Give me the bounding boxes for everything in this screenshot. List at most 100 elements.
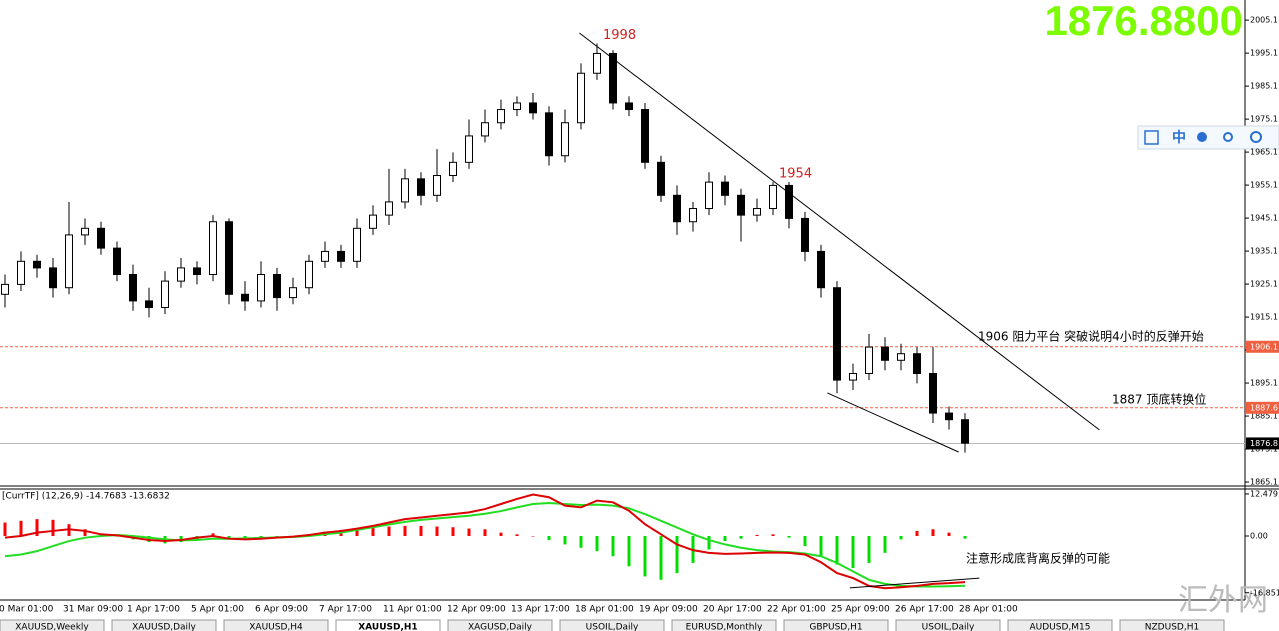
y-tick-label: 1995.1 [1250,49,1278,58]
watermark: 汇外网 [1178,583,1268,618]
tab-label[interactable]: XAUUSD,H1 [358,623,417,631]
tab-bar: XAUUSD,Weekly XAUUSD,Daily XAUUSD,H4 XAUUSD… [0,619,1225,631]
candle-body [849,372,857,381]
tab[interactable] [671,619,777,631]
candle-body [369,214,377,229]
toolbar-language[interactable]: 中 [1172,129,1186,146]
histogram-bar [643,535,647,577]
y-tick-label: 0.00 [1250,531,1268,540]
toolbar-icon[interactable] [1144,130,1159,145]
tab-label[interactable]: NZDUSD,H1 [1145,623,1199,631]
x-tick-label: 25 Apr 09:00 [831,605,890,615]
histogram-bar [611,535,615,557]
annotation: 1954 [779,167,812,182]
tab[interactable] [783,619,889,631]
candle-body [961,419,969,444]
histogram-bar [659,535,663,580]
toolbar[interactable]: 中 [1137,125,1279,150]
tab-label[interactable]: XAGUSD,Daily [468,623,533,631]
y-tick-label: 1885.1 [1250,412,1278,421]
level-label: 1906.1 [1250,342,1278,351]
x-tick-label: 22 Apr 01:00 [767,605,826,615]
y-tick-label: 1955.1 [1250,181,1278,190]
tab-label[interactable]: AUDUSD,M15 [1030,623,1091,631]
histogram-bar [739,535,743,539]
candle-body [689,208,697,223]
tab-label[interactable]: XAUUSD,Daily [132,623,196,631]
histogram-bar [563,535,567,545]
x-tick-label: 0 Mar 01:00 [0,605,54,615]
toolbar-icon[interactable] [1250,131,1262,143]
tab[interactable] [1007,619,1113,631]
candle-body [401,178,409,203]
candle-body [721,181,729,196]
tab[interactable] [1119,619,1225,631]
histogram-bar [419,525,423,536]
histogram-bar [35,519,39,536]
indicator-title: [CurrTF] (12,26,9) -14.7683 -13.6832 [2,492,170,502]
x-tick-label: 13 Apr 17:00 [511,605,570,615]
tab[interactable] [895,619,1001,631]
candle-body [17,260,25,285]
candle-body [225,221,233,295]
histogram-bar [963,535,967,539]
candle-body [897,353,905,361]
x-tick-label: 5 Apr 01:00 [191,605,244,615]
candle-body [433,175,441,196]
histogram-bar [467,528,471,536]
histogram-bar [435,526,439,536]
annotation: 1998 [603,28,636,43]
y-tick-label: 2005.1 [1250,16,1278,25]
candle-body [241,293,249,302]
price-display: 1876.8800 [1044,0,1243,44]
tab-label[interactable]: GBPUSD,H1 [809,623,862,631]
tab[interactable] [0,619,105,631]
x-tick-label: 6 Apr 09:00 [255,605,308,615]
tab[interactable] [559,619,665,631]
histogram-bar [579,535,583,548]
toolbar-icon[interactable] [1223,132,1233,142]
histogram-bar [451,527,455,536]
tab-label[interactable]: USOIL,Daily [922,623,975,631]
candle-body [305,260,313,289]
candle-body [865,346,873,374]
histogram-bar [883,535,887,553]
y-tick-label: 12.4791 [1250,489,1279,498]
note: 注意形成底背离反弹的可能 [966,551,1110,566]
y-tick-label: 1935.1 [1250,247,1278,256]
candle-body [705,181,713,210]
tab[interactable] [447,619,553,631]
y-tick-label: 1895.1 [1250,379,1278,388]
y-tick-label: 1945.1 [1250,214,1278,223]
indicator-line [4,501,966,588]
candle-body [49,267,57,289]
tab-label[interactable]: USOIL,Daily [586,623,639,631]
candle-body [609,52,617,104]
y-tick-label: 1985.1 [1250,82,1278,91]
candle-body [513,102,521,111]
histogram-bar [515,534,519,536]
candle-body [817,250,825,289]
candle-body [833,287,841,381]
histogram-bar [51,519,55,536]
tab[interactable] [335,619,441,631]
level-label-box [1246,437,1279,450]
tab-label[interactable]: EURUSD,Monthly [686,623,763,631]
tab-label[interactable]: XAUUSD,H4 [249,623,303,631]
histogram-bar [835,535,839,565]
histogram-bar [803,535,807,547]
x-tick-label: 28 Apr 01:00 [959,605,1018,615]
tab-label[interactable]: XAUUSD,Weekly [15,623,89,631]
tab[interactable] [111,619,217,631]
candle-body [785,184,793,219]
candle-body [881,346,889,361]
histogram-bar [755,534,759,536]
tab[interactable] [223,619,329,631]
trend-line [827,392,959,453]
candle-body [945,412,953,421]
toolbar-icon[interactable] [1197,132,1207,142]
trend-line [579,32,1100,431]
histogram-bar [547,535,551,541]
